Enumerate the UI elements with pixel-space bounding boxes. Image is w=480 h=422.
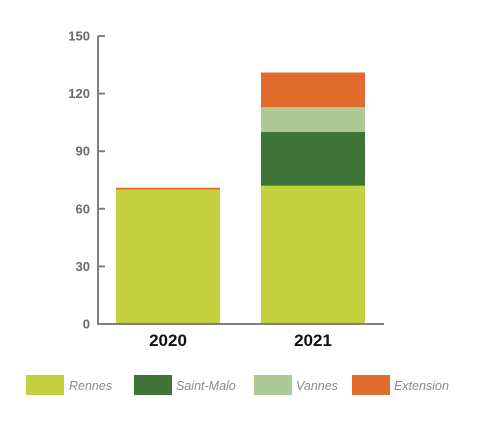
axes-layer: 0 30 60 90 120 150 2020 2021 — [68, 29, 384, 350]
y-tick-label: 120 — [68, 86, 90, 101]
legend-label-saint-malo: Saint-Malo — [176, 379, 236, 393]
legend-swatch-rennes — [26, 375, 64, 395]
y-tick-label: 0 — [83, 317, 90, 332]
x-tick-label: 2020 — [149, 331, 187, 350]
bar-segment-2021-rennes — [261, 185, 365, 324]
y-tick-label: 150 — [68, 29, 90, 44]
legend-swatch-vannes — [254, 375, 292, 395]
bar-segment-2020-extension — [116, 187, 220, 190]
x-tick-label: 2021 — [294, 331, 332, 350]
y-tick-label: 90 — [76, 144, 90, 159]
legend-swatch-extension — [352, 375, 390, 395]
y-tick-label: 60 — [76, 201, 90, 216]
bar-segment-2021-extension — [261, 72, 365, 108]
bar-segment-2021-saint-malo — [261, 132, 365, 186]
bar-segment-2021-vannes — [261, 107, 365, 132]
legend-label-extension: Extension — [394, 379, 449, 393]
bar-segment-2020-rennes — [116, 189, 220, 324]
legend: Rennes Saint-Malo Vannes Extension — [26, 375, 449, 395]
legend-label-rennes: Rennes — [69, 379, 112, 393]
bars-layer — [116, 72, 365, 324]
legend-label-vannes: Vannes — [296, 379, 338, 393]
legend-swatch-saint-malo — [134, 375, 172, 395]
y-tick-label: 30 — [76, 259, 90, 274]
